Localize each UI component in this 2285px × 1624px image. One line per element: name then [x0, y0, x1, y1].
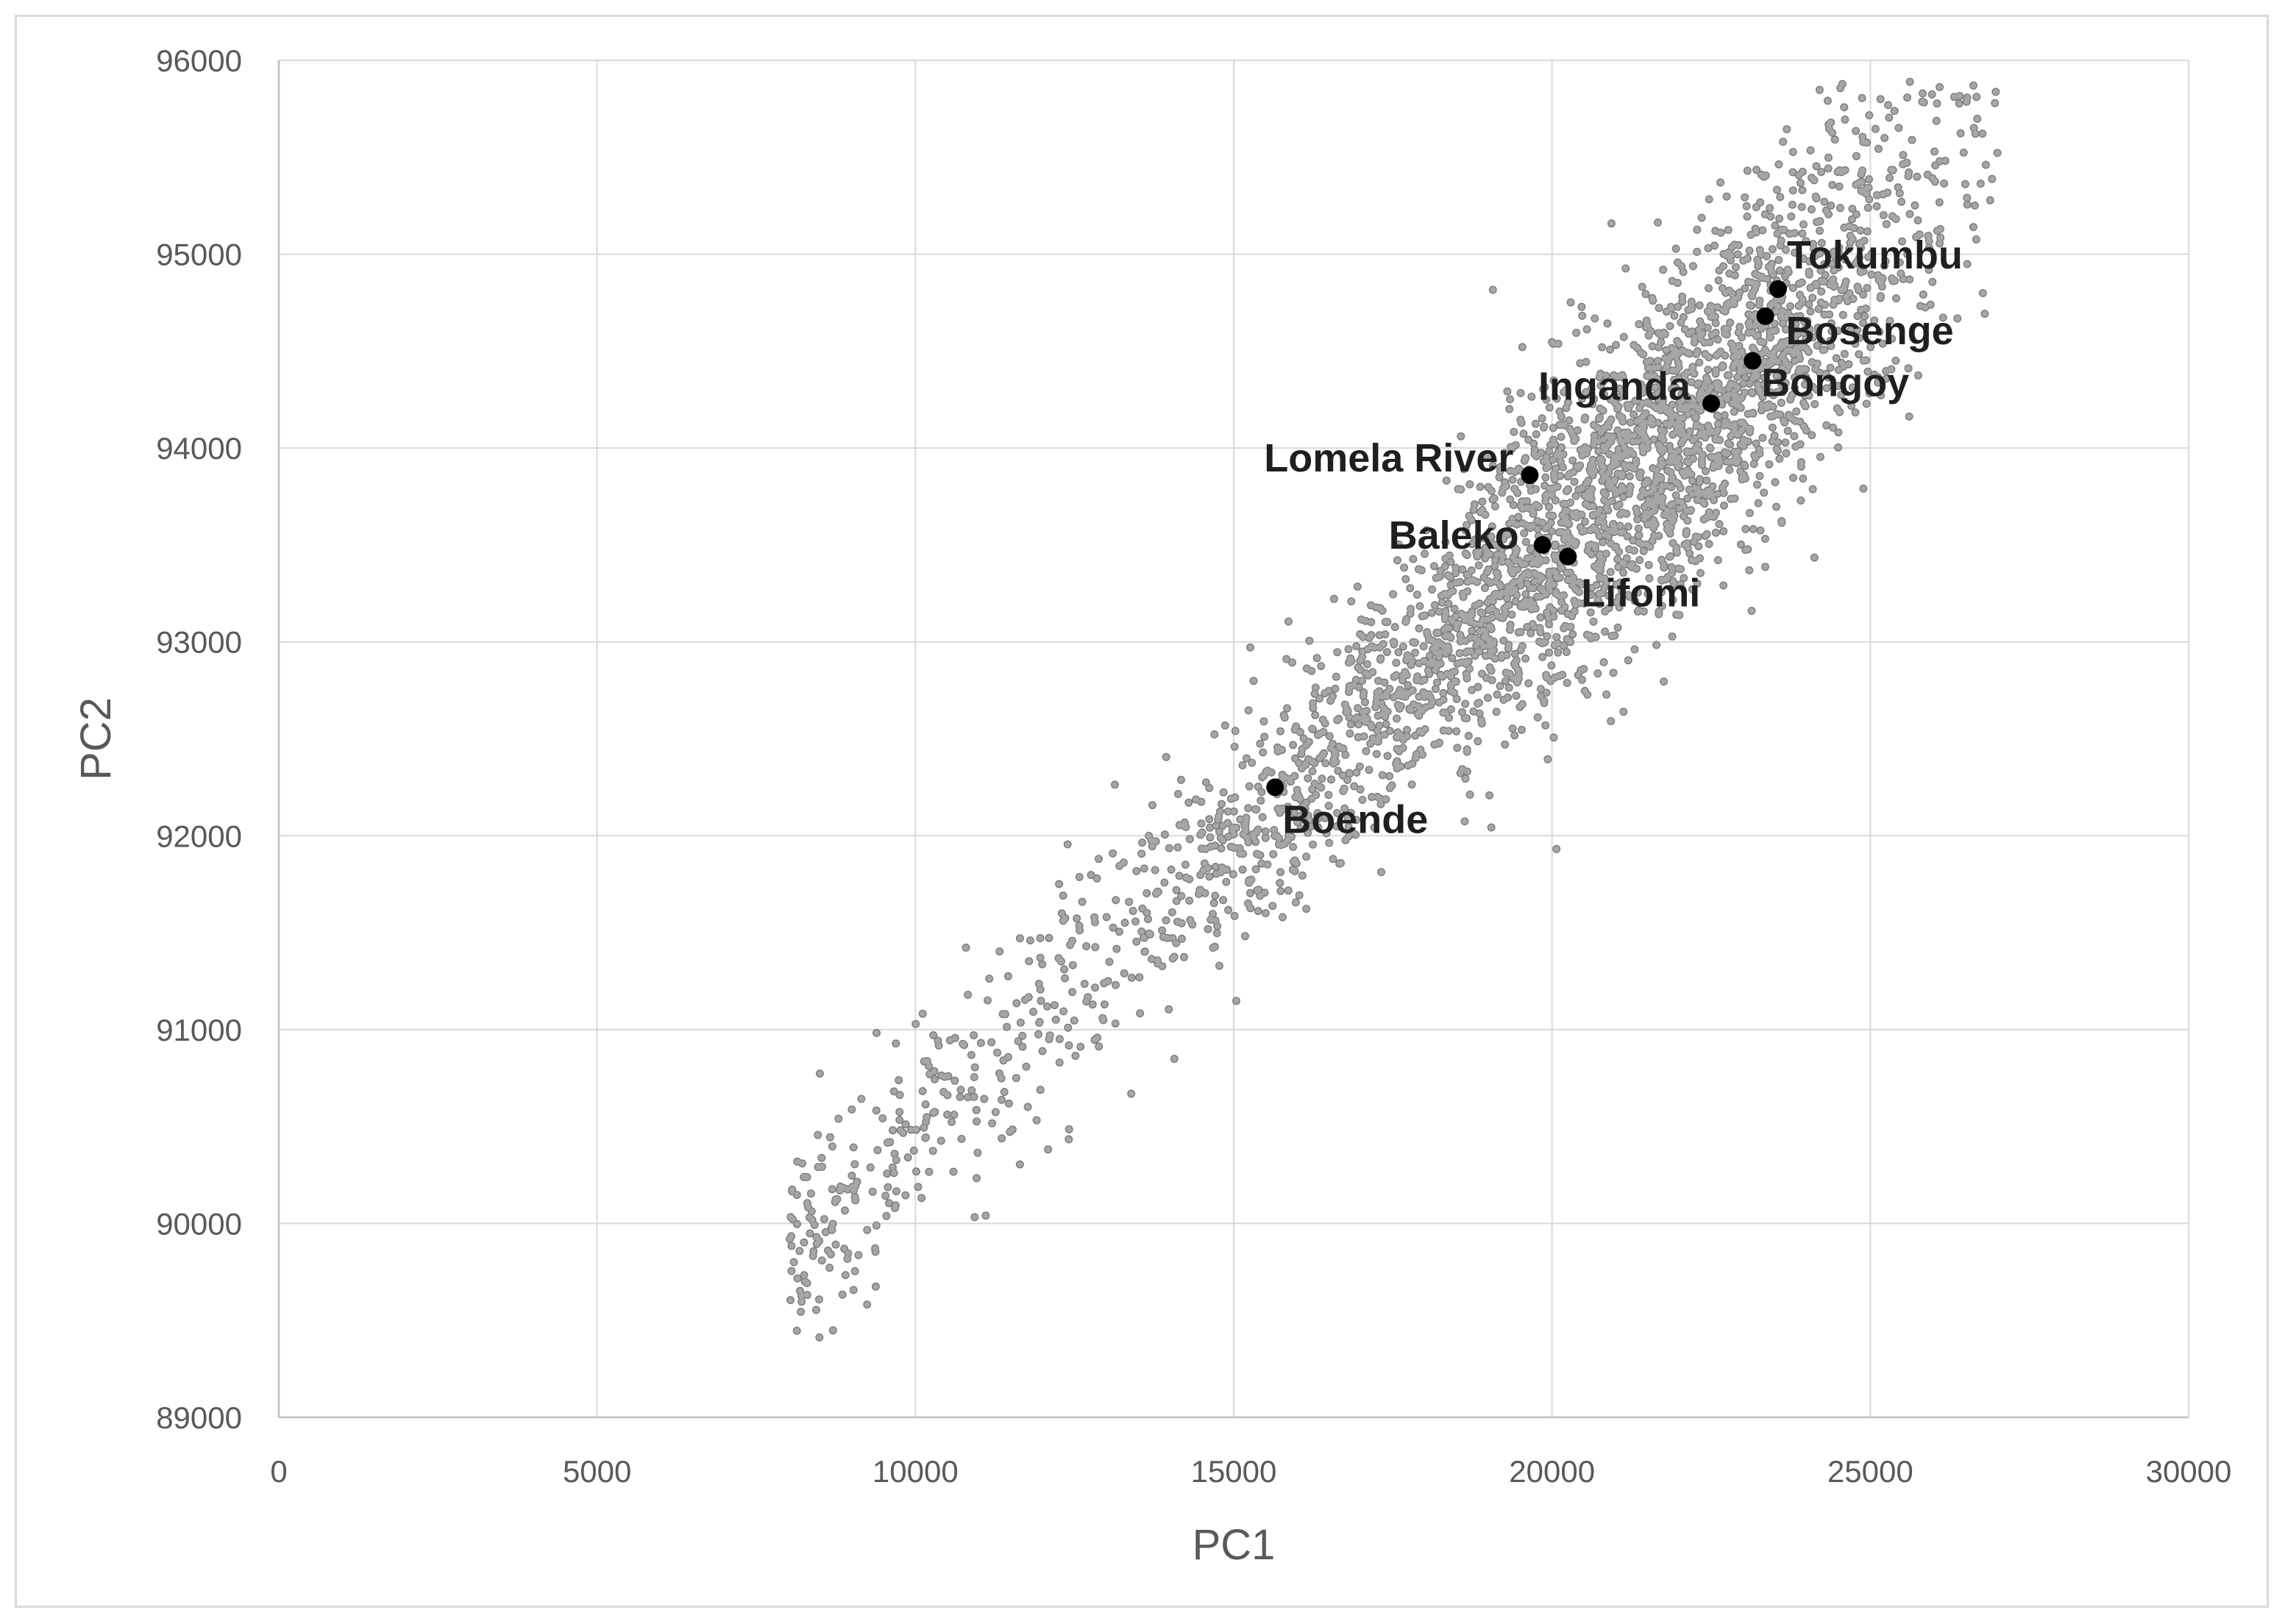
y-tick-label: 92000 [156, 819, 242, 853]
site-point [1559, 547, 1577, 566]
highlighted-sites: Tokumbu Bosenge Bongoy Inganda Lomela River B… [1264, 233, 1963, 841]
x-tick-label: 30000 [2146, 1454, 2232, 1489]
site-point [1702, 394, 1720, 413]
site-label: Tokumbu [1787, 233, 1963, 277]
site-label: Bosenge [1786, 309, 1954, 353]
site-label: Bongoy [1761, 361, 1909, 405]
tick-labels: 0 5000 10000 15000 20000 25000 30000 89000 90000… [156, 43, 2231, 1489]
site-point [1521, 466, 1539, 485]
x-tick-label: 0 [270, 1454, 287, 1489]
x-tick-label: 10000 [873, 1454, 959, 1489]
x-tick-label: 25000 [1827, 1454, 1913, 1489]
x-tick-label: 5000 [563, 1454, 631, 1489]
site-label: Boende [1282, 797, 1428, 841]
x-tick-label: 15000 [1191, 1454, 1277, 1489]
site-point [1756, 307, 1774, 325]
y-tick-label: 93000 [156, 625, 242, 660]
cloud-points [786, 79, 2000, 1341]
site-point [1533, 535, 1552, 554]
y-tick-label: 90000 [156, 1206, 242, 1241]
axes [277, 60, 2189, 1419]
site-point [1744, 352, 1762, 370]
site-label: Lifomi [1581, 571, 1700, 616]
y-tick-label: 95000 [156, 238, 242, 272]
y-tick-label: 94000 [156, 431, 242, 466]
site-label: Inganda [1538, 365, 1691, 409]
y-tick-label: 96000 [156, 43, 242, 78]
background-point-cloud [786, 77, 2002, 1342]
y-tick-label: 91000 [156, 1013, 242, 1047]
y-tick-label: 89000 [156, 1400, 242, 1435]
x-axis-title: PC1 [1193, 1521, 1276, 1569]
site-label: Lomela River [1264, 436, 1513, 480]
site-label: Baleko [1389, 513, 1519, 558]
y-axis-title: PC2 [72, 697, 120, 780]
site-point [1769, 280, 1787, 299]
site-point [1266, 778, 1284, 797]
x-tick-label: 20000 [1509, 1454, 1595, 1489]
